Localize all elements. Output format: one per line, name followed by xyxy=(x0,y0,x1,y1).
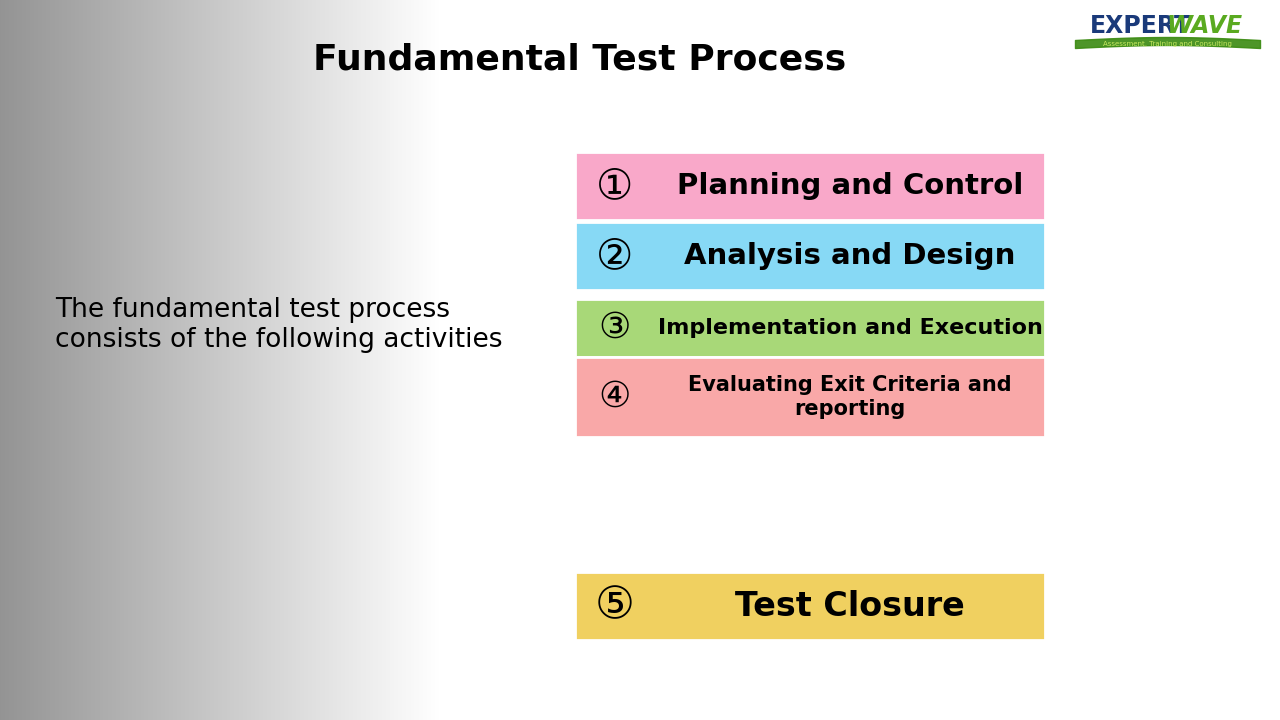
Text: ④: ④ xyxy=(599,380,631,414)
Text: Assessment, Training and Consulting: Assessment, Training and Consulting xyxy=(1102,41,1231,47)
Text: ②: ② xyxy=(596,235,634,277)
Text: ①: ① xyxy=(596,165,634,207)
Text: ③: ③ xyxy=(599,311,631,345)
Text: Test Closure: Test Closure xyxy=(735,590,965,623)
FancyBboxPatch shape xyxy=(575,152,1044,220)
Text: The fundamental test process
consists of the following activities: The fundamental test process consists of… xyxy=(55,297,503,353)
Text: EXPERT: EXPERT xyxy=(1089,14,1190,38)
FancyBboxPatch shape xyxy=(575,357,1044,437)
Text: Evaluating Exit Criteria and
reporting: Evaluating Exit Criteria and reporting xyxy=(689,375,1011,418)
Text: Fundamental Test Process: Fundamental Test Process xyxy=(314,43,846,77)
Text: Analysis and Design: Analysis and Design xyxy=(685,242,1016,270)
FancyBboxPatch shape xyxy=(575,299,1044,357)
Bar xyxy=(440,0,1280,720)
FancyBboxPatch shape xyxy=(575,222,1044,290)
Text: WAVE: WAVE xyxy=(1167,14,1243,38)
Text: ⑤: ⑤ xyxy=(595,585,635,628)
FancyBboxPatch shape xyxy=(575,572,1044,640)
Text: Planning and Control: Planning and Control xyxy=(677,172,1023,200)
Text: Implementation and Execution: Implementation and Execution xyxy=(658,318,1042,338)
